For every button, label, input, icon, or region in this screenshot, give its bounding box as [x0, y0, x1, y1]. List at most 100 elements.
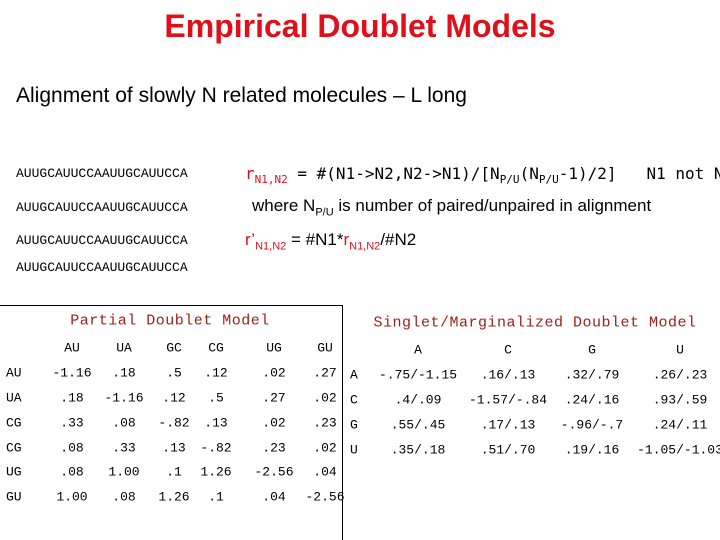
formula-part: P/U	[315, 206, 334, 219]
table-cell: .5	[166, 365, 182, 381]
table-cell: -.96/-.7	[560, 417, 624, 433]
table-cell: .55/.45	[390, 417, 446, 433]
table-cell: .04	[313, 464, 337, 480]
column-header: C	[504, 342, 512, 358]
table-cell: .33	[112, 440, 136, 456]
formula-part: (N	[519, 164, 539, 183]
table-cell: -1.16	[104, 390, 144, 406]
table-cell: .13	[204, 415, 228, 431]
table-cell: .24/.11	[652, 417, 708, 433]
table-cell: .02	[262, 365, 286, 381]
table-cell: .1	[208, 489, 224, 505]
row-label: C	[350, 392, 358, 408]
formula: r’N1,N2 = #N1*rN1,N2/#N2	[245, 230, 416, 252]
formula-note: N1 not N2	[646, 164, 720, 183]
table-cell: .08	[112, 489, 136, 505]
row-label: G	[350, 417, 358, 433]
formula-part: N1,N2	[349, 240, 381, 253]
table-cell: .13	[162, 440, 186, 456]
table-cell: .51/.70	[480, 442, 536, 458]
formula-part: -1)/2]	[558, 164, 617, 183]
row-label: AU	[6, 365, 22, 381]
table-cell: .32/.79	[564, 367, 620, 383]
column-header: U	[676, 342, 684, 358]
row-label: UA	[6, 390, 22, 406]
table-cell: .93/.59	[652, 392, 708, 408]
row-label: CG	[6, 440, 22, 456]
table-cell: -1.16	[52, 365, 92, 381]
table-cell: 1.26	[200, 464, 232, 480]
formula: rN1,N2 = #(N1->N2,N2->N1)/[NP/U(NP/U-1)/…	[245, 164, 720, 186]
column-header: UA	[116, 340, 132, 356]
column-header: GU	[317, 340, 333, 356]
table-cell: -.75/-1.15	[378, 367, 458, 383]
table-cell: .02	[313, 440, 337, 456]
table-cell: -.82	[200, 440, 232, 456]
column-header: G	[588, 342, 596, 358]
table-cell: .33	[60, 415, 84, 431]
formula-part: r	[245, 164, 255, 183]
sequence: AUUGCAUUCCAAUUGCAUUCCA	[16, 200, 188, 215]
table-cell: .18	[60, 390, 84, 406]
table-cell: .23	[313, 415, 337, 431]
table-cell: .23	[262, 440, 286, 456]
table-cell: .19/.16	[564, 442, 620, 458]
table-cell: .02	[313, 390, 337, 406]
table-cell: .02	[262, 415, 286, 431]
formula-part: P/U	[538, 173, 559, 187]
row-label: GU	[6, 489, 22, 505]
table-cell: .24/.16	[564, 392, 620, 408]
table-cell: .04	[262, 489, 286, 505]
formula-part: r	[343, 230, 350, 249]
table-cell: .08	[112, 415, 136, 431]
table-title: Partial Doublet Model	[70, 312, 270, 330]
table-cell: .17/.13	[480, 417, 536, 433]
table-cell: .35/.18	[390, 442, 446, 458]
table-cell: .12	[162, 390, 186, 406]
table-cell: .1	[166, 464, 182, 480]
row-label: CG	[6, 415, 22, 431]
table-cell: 1.00	[108, 464, 140, 480]
table-frame	[0, 305, 343, 540]
column-header: CG	[208, 340, 224, 356]
table-cell: .26/.23	[652, 367, 708, 383]
formula-part: = #(N1->N2,N2->N1)/[N	[287, 164, 500, 183]
column-header: GC	[166, 340, 182, 356]
table-cell: 1.26	[158, 489, 190, 505]
table-cell: -1.57/-.84	[468, 392, 548, 408]
slide-title: Empirical Doublet Models	[164, 8, 556, 44]
row-label: UG	[6, 464, 22, 480]
formula: where NP/U is number of paired/unpaired …	[252, 196, 651, 218]
table-title: Singlet/Marginalized Doublet Model	[373, 314, 697, 332]
table-cell: -1.05/-1.03	[637, 442, 720, 458]
table-cell: .08	[60, 440, 84, 456]
column-header: AU	[64, 340, 80, 356]
formula-part: /#N2	[380, 230, 417, 249]
table-cell: .12	[204, 365, 228, 381]
formula-part: where N	[252, 196, 316, 215]
formula-part: = #N1*	[286, 230, 344, 249]
table-cell: .08	[60, 464, 84, 480]
table-cell: .27	[262, 390, 286, 406]
table-cell: -.82	[158, 415, 190, 431]
formula-part: P/U	[499, 173, 520, 187]
row-label: U	[350, 442, 358, 458]
table-cell: 1.00	[56, 489, 88, 505]
table-cell: -2.56	[254, 464, 294, 480]
table-cell: -2.56	[305, 489, 345, 505]
sequence: AUUGCAUUCCAAUUGCAUUCCA	[16, 166, 188, 181]
formula-part: r’	[245, 230, 256, 249]
column-header: A	[414, 342, 422, 358]
row-label: A	[350, 367, 358, 383]
table-cell: .5	[208, 390, 224, 406]
sequence: AUUGCAUUCCAAUUGCAUUCCA	[16, 233, 188, 248]
table-cell: .18	[112, 365, 136, 381]
column-header: UG	[266, 340, 282, 356]
table-cell: .16/.13	[480, 367, 536, 383]
table-cell: .27	[313, 365, 337, 381]
formula-part: N1,N2	[255, 240, 287, 253]
formula-part: N1,N2	[254, 173, 288, 187]
subtitle: Alignment of slowly N related molecules …	[16, 84, 467, 107]
sequence: AUUGCAUUCCAAUUGCAUUCCA	[16, 260, 188, 275]
